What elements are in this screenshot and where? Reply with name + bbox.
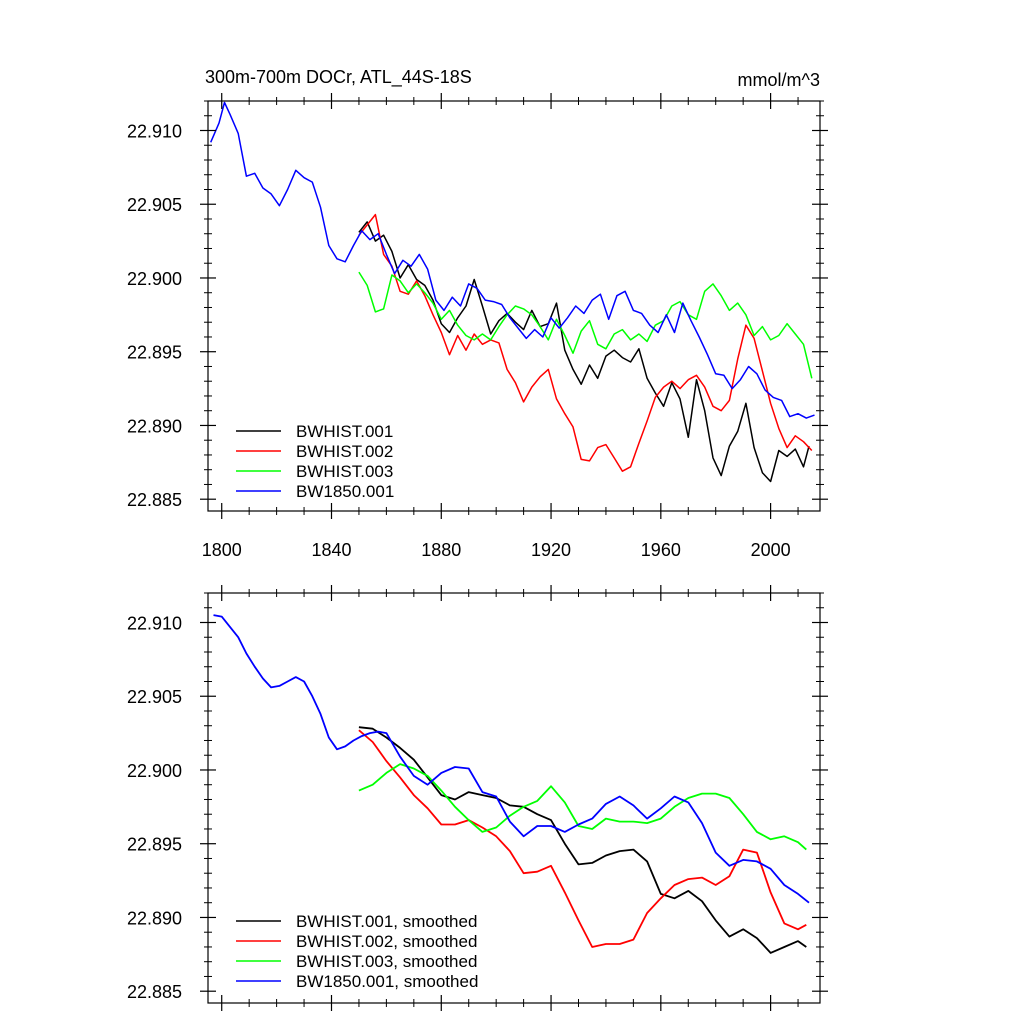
y-tick-label: 22.895 (127, 835, 182, 855)
y-tick-label: 22.910 (127, 121, 182, 141)
plot-frame (207, 592, 821, 1004)
legend-label: BW1850.001 (296, 482, 394, 501)
chart-units: mmol/m^3 (738, 70, 820, 90)
legend-label: BWHIST.002, smoothed (296, 932, 477, 951)
y-tick-label: 22.900 (127, 761, 182, 781)
legend-label: BWHIST.002 (296, 442, 393, 461)
y-tick-label: 22.885 (127, 982, 182, 1002)
legend-label: BWHIST.003, smoothed (296, 952, 477, 971)
legend-label: BWHIST.003 (296, 462, 393, 481)
y-tick-label: 22.895 (127, 343, 182, 363)
top-panel-raw: 22.885 22.890 22.895 22.900 22.905 22.910 1800… (127, 93, 828, 560)
bottom-panel-smoothed: 22.885 22.890 22.895 22.900 22.905 22.910 BWHI… (127, 585, 828, 1011)
plot-frame (207, 100, 821, 512)
y-tick-label: 22.885 (127, 490, 182, 510)
x-tick-label: 1840 (311, 540, 351, 560)
series-line-3 (358, 271, 813, 379)
series-line-3 (358, 763, 807, 851)
x-tick-label: 1800 (202, 540, 242, 560)
series-line-4 (213, 614, 810, 904)
x-tick-label: 1960 (641, 540, 681, 560)
x-tick-label: 1920 (531, 540, 571, 560)
chart-title: 300m-700m DOCr, ATL_44S-18S (205, 67, 472, 88)
y-tick-label: 22.905 (127, 687, 182, 707)
x-tick-label: 1880 (421, 540, 461, 560)
series-line-1 (358, 726, 807, 954)
legend-label: BWHIST.001, smoothed (296, 912, 477, 931)
series-line-2 (358, 213, 813, 472)
y-tick-label: 22.890 (127, 416, 182, 436)
series-line-4 (210, 101, 815, 419)
y-tick-label: 22.910 (127, 613, 182, 633)
legend-label: BW1850.001, smoothed (296, 972, 478, 991)
y-tick-label: 22.905 (127, 195, 182, 215)
legend-label: BWHIST.001 (296, 422, 393, 441)
series-line-1 (358, 221, 810, 483)
y-tick-label: 22.900 (127, 269, 182, 289)
y-tick-label: 22.890 (127, 908, 182, 928)
x-tick-label: 2000 (751, 540, 791, 560)
